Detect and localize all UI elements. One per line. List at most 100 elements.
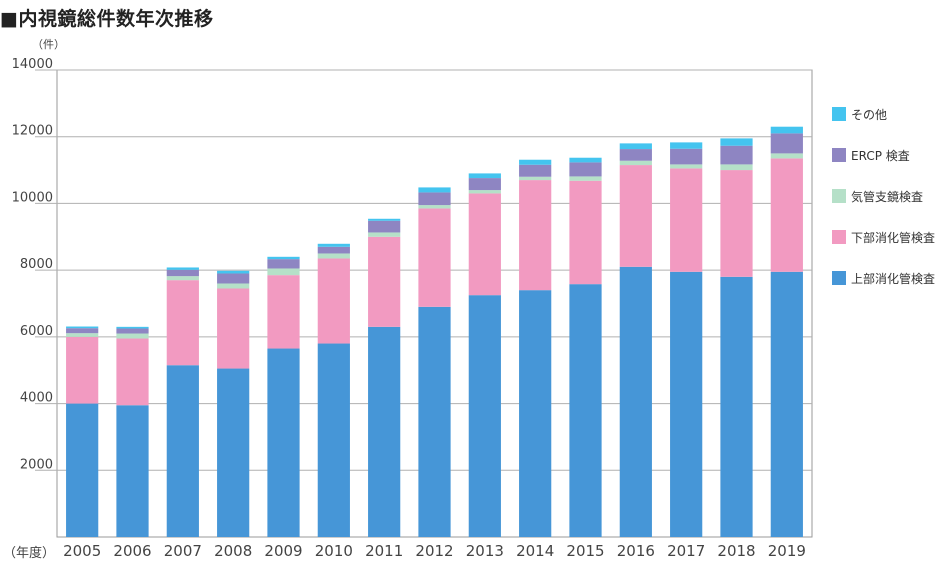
bar-segment — [418, 205, 451, 209]
bar-segment — [166, 280, 199, 366]
bar-segment — [418, 208, 451, 307]
x-tick-label: 2008 — [214, 542, 252, 560]
y-tick-label: 10000 — [12, 190, 53, 205]
bar-segment — [217, 288, 250, 369]
y-tick-label: 14000 — [12, 57, 53, 72]
legend-item: その他 — [832, 105, 887, 123]
x-tick-label: 2007 — [164, 542, 202, 560]
bar-segment — [619, 160, 652, 166]
bar-segment — [66, 403, 99, 537]
bar-segment — [368, 326, 401, 537]
legend-label: ERCP 検査 — [851, 148, 910, 163]
bar-segment — [670, 168, 703, 272]
legend-item: ERCP 検査 — [832, 146, 910, 164]
legend-swatch — [832, 271, 846, 285]
bar-segment — [368, 218, 401, 221]
bar-segment — [166, 276, 199, 281]
legend-label: その他 — [851, 107, 888, 122]
bar-segment — [468, 295, 501, 537]
bar-segment — [267, 348, 300, 537]
bar-segment — [519, 180, 552, 291]
y-tick-label: 6000 — [20, 324, 53, 339]
bar-segment — [670, 142, 703, 149]
bar-segment — [519, 159, 552, 165]
y-tick-label: 12000 — [12, 124, 53, 139]
bar-segment — [569, 162, 602, 177]
bar-segment — [770, 271, 803, 537]
bar-segment — [66, 328, 99, 334]
bar-segment — [66, 326, 99, 329]
bar-segment — [116, 326, 149, 329]
bar-segment — [66, 333, 99, 337]
bar-segment — [569, 284, 602, 537]
bar-segment — [317, 343, 350, 537]
legend-label: 下部消化管検査 — [851, 230, 936, 245]
bar-segment — [116, 405, 149, 537]
bar-segment — [217, 270, 250, 274]
bar-segment — [267, 275, 300, 349]
bar-segment — [720, 164, 753, 171]
chart-title: ■内視鏡総件数年次推移 — [0, 8, 214, 30]
legend-item: 上部消化管検査 — [832, 269, 935, 287]
bar-segment — [368, 232, 401, 237]
bar-segment — [720, 276, 753, 537]
bar-segment — [166, 269, 199, 277]
x-tick-labels: 2005 2006 2007 2008 2009 2010 2011 2012 2013 2014… — [63, 542, 806, 560]
bar-segment — [317, 258, 350, 344]
bar-segment — [166, 365, 199, 537]
bar-segment — [569, 180, 602, 285]
y-tick-label: 2000 — [20, 457, 53, 472]
bar-segment — [468, 193, 501, 296]
bar-segment — [670, 271, 703, 537]
bar-segment — [368, 220, 401, 233]
y-axis-unit-label: （件） — [32, 38, 65, 51]
bar-segment — [770, 133, 803, 154]
x-tick-label: 2005 — [63, 542, 101, 560]
bar-segment — [317, 243, 350, 247]
x-tick-label: 2014 — [516, 542, 554, 560]
x-tick-label: 2018 — [717, 542, 755, 560]
bar-segment — [217, 368, 250, 537]
bar-segment — [720, 145, 753, 165]
bar-segment — [317, 246, 350, 254]
bar-segment — [116, 333, 149, 339]
bar-segment — [468, 190, 501, 194]
bar-segment — [619, 143, 652, 150]
y-tick-labels: 2000 4000 6000 8000 10000 12000 14000 — [12, 57, 53, 472]
legend-label: 上部消化管検査 — [851, 271, 936, 286]
x-tick-label: 2015 — [566, 542, 604, 560]
bar-segment — [519, 290, 552, 537]
bar-segment — [619, 149, 652, 161]
bar-segment — [720, 170, 753, 277]
bar-segment — [116, 338, 149, 406]
bar-segment — [720, 138, 753, 146]
bars — [66, 126, 803, 537]
x-tick-label: 2013 — [466, 542, 504, 560]
bar-segment — [368, 236, 401, 327]
bar-segment — [619, 266, 652, 537]
bar-segment — [770, 126, 803, 134]
bar-segment — [418, 192, 451, 206]
x-tick-label: 2016 — [617, 542, 655, 560]
bar-segment — [116, 328, 149, 334]
bar-segment — [519, 164, 552, 177]
legend-swatch — [832, 148, 846, 162]
bar-segment — [770, 153, 803, 159]
bar-segment — [166, 267, 199, 270]
x-axis-label: （年度） — [3, 545, 55, 561]
x-tick-label: 2010 — [315, 542, 353, 560]
bar-segment — [468, 173, 501, 179]
bar-segment — [317, 253, 350, 259]
bar-segment — [418, 306, 451, 537]
legend-swatch — [832, 189, 846, 203]
legend-label: 気管支鏡検査 — [851, 189, 924, 204]
bar-segment — [217, 283, 250, 289]
bar-segment — [217, 273, 250, 284]
bar-segment — [267, 256, 300, 260]
bar-segment — [267, 259, 300, 269]
x-tick-label: 2009 — [264, 542, 302, 560]
bar-segment — [619, 165, 652, 267]
y-tick-label: 4000 — [20, 391, 53, 406]
bar-segment — [267, 268, 300, 276]
